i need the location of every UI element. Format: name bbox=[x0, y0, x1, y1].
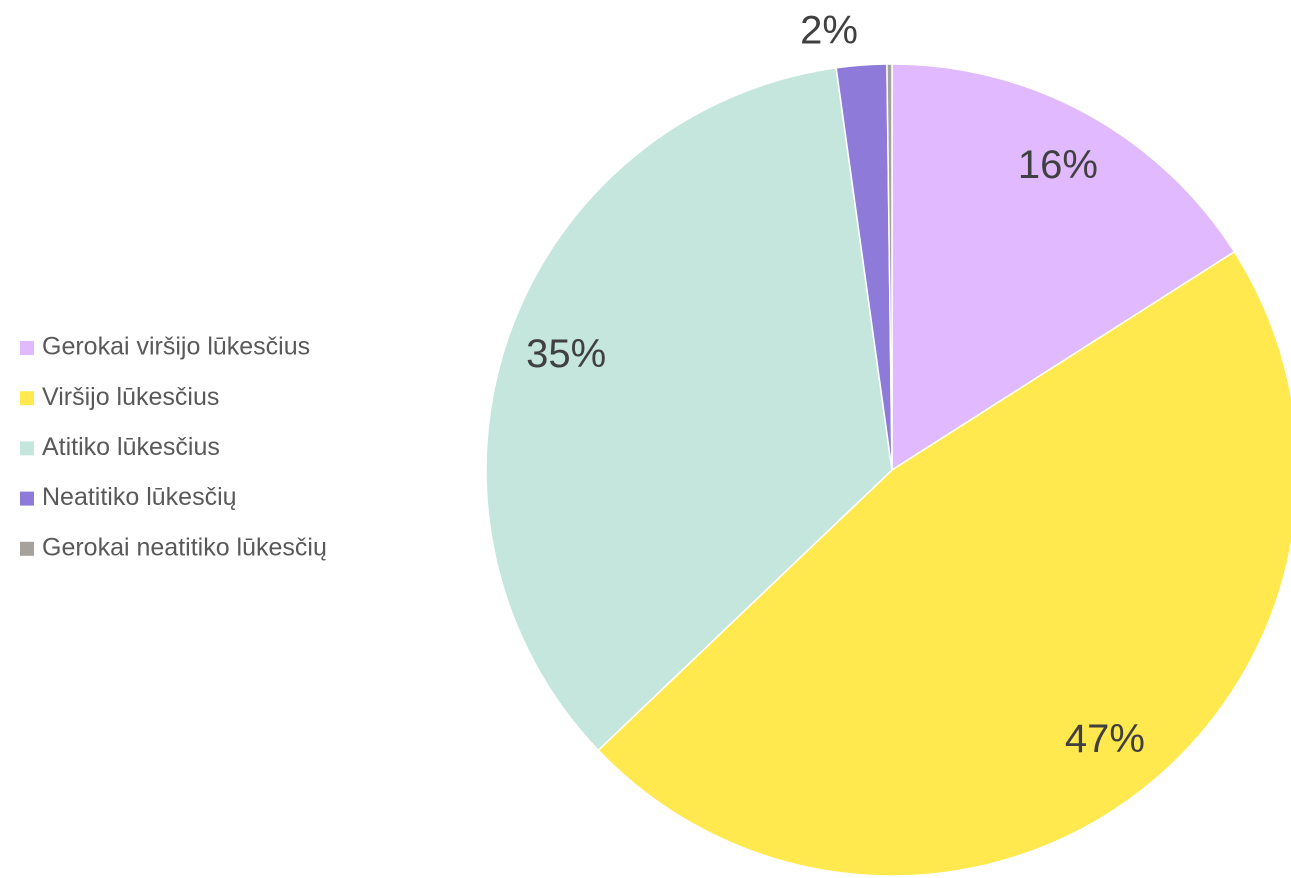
data-label: 35% bbox=[526, 332, 606, 376]
pie-slice bbox=[597, 250, 1291, 877]
legend-label: Atitiko lūkesčius bbox=[42, 433, 220, 461]
legend-label: Gerokai neatitiko lūkesčių bbox=[42, 533, 327, 561]
data-label: 16% bbox=[1018, 143, 1098, 187]
legend-swatch bbox=[20, 541, 34, 556]
legend-label: Viršijo lūkesčius bbox=[42, 383, 219, 411]
data-label: 47% bbox=[1065, 717, 1145, 761]
legend-label: Neatitiko lūkesčių bbox=[42, 483, 237, 511]
data-label: 2% bbox=[800, 8, 858, 52]
pie-slice bbox=[485, 67, 893, 752]
pie-slice bbox=[886, 63, 893, 471]
legend-swatch bbox=[20, 441, 34, 456]
pie-slice bbox=[891, 63, 1236, 472]
legend-swatch bbox=[20, 341, 34, 355]
legend-label: Gerokai viršijo lūkesčius bbox=[42, 333, 310, 361]
legend-swatch bbox=[20, 491, 34, 506]
legend-swatch bbox=[20, 391, 34, 406]
